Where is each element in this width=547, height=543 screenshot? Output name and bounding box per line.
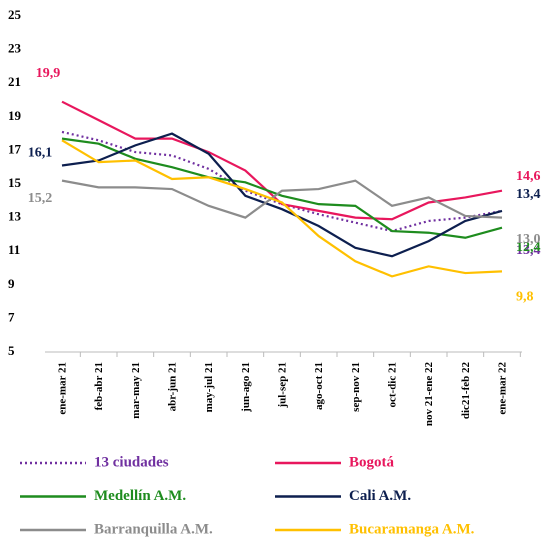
legend-label: Bucaramanga A.M. (349, 521, 475, 537)
x-tick-label: jun-ago 21 (240, 362, 252, 413)
series-line (61, 130, 503, 233)
x-tick-label: feb-abr 21 (93, 362, 105, 410)
series-line (61, 100, 503, 221)
series-line (61, 139, 503, 278)
x-tick-label: sep-nov 21 (350, 362, 362, 412)
y-tick-label: 7 (8, 309, 15, 324)
legend-label: Barranquilla A.M. (94, 521, 213, 537)
legend-label: Bogotá (349, 454, 395, 470)
x-tick-label: dic21-feb 22 (460, 362, 472, 420)
legend-label: Cali A.M. (349, 488, 411, 504)
x-tick-label: ago-oct 21 (313, 362, 325, 410)
data-label: 16,1 (28, 146, 53, 161)
series-line (61, 132, 503, 258)
data-label: 12,4 (516, 240, 541, 255)
x-tick-label: oct-dic 21 (387, 362, 399, 408)
data-label: 15,2 (28, 191, 53, 206)
data-label: 13,4 (516, 243, 541, 258)
y-tick-label: 25 (8, 7, 22, 22)
y-tick-label: 5 (8, 343, 15, 358)
legend-label: Medellín A.M. (94, 488, 186, 504)
x-tick-label: ene-mar 22 (497, 362, 509, 415)
y-tick-label: 19 (8, 108, 22, 123)
legend-label: 13 ciudades (94, 454, 169, 470)
x-tick-label: may-jul 21 (203, 362, 215, 412)
x-tick-label: mar-may 21 (130, 362, 142, 419)
series-line (61, 179, 503, 219)
y-tick-label: 23 (8, 41, 22, 56)
data-label: 14,6 (516, 169, 541, 184)
series-line (61, 137, 503, 239)
data-label: 13,4 (516, 187, 541, 202)
x-tick-label: jul-sep 21 (277, 362, 289, 409)
y-tick-label: 13 (8, 209, 22, 224)
y-tick-label: 11 (8, 242, 20, 257)
data-label: 19,9 (36, 66, 61, 81)
data-label: 9,8 (516, 290, 534, 305)
x-tick-label: ene-mar 21 (57, 362, 69, 415)
y-tick-label: 15 (8, 175, 22, 190)
y-tick-label: 9 (8, 276, 15, 291)
x-tick-label: abr-jun 21 (167, 362, 179, 411)
y-tick-label: 21 (8, 74, 21, 89)
data-label: 13,0 (516, 232, 541, 247)
x-tick-label: nov 21-ene 22 (423, 362, 435, 427)
y-tick-label: 17 (8, 141, 22, 156)
